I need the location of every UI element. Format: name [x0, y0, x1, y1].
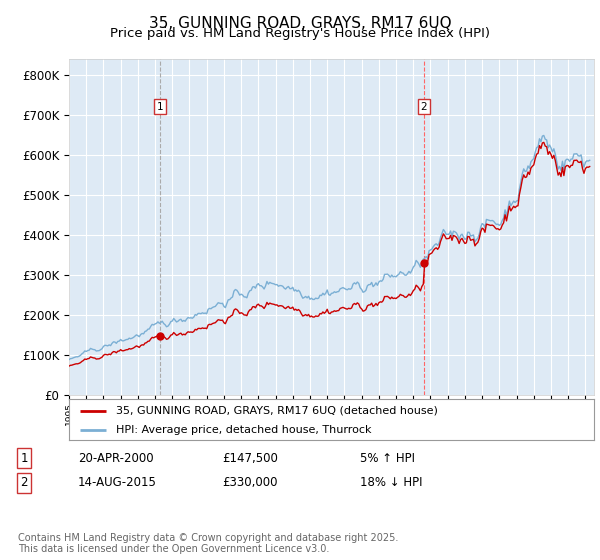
Text: 2: 2 [421, 102, 427, 112]
Text: 5% ↑ HPI: 5% ↑ HPI [360, 451, 415, 465]
Text: 35, GUNNING ROAD, GRAYS, RM17 6UQ: 35, GUNNING ROAD, GRAYS, RM17 6UQ [149, 16, 451, 31]
Text: 20-APR-2000: 20-APR-2000 [78, 451, 154, 465]
Text: Price paid vs. HM Land Registry's House Price Index (HPI): Price paid vs. HM Land Registry's House … [110, 27, 490, 40]
Text: 14-AUG-2015: 14-AUG-2015 [78, 476, 157, 489]
Text: 1: 1 [157, 102, 164, 112]
Text: 35, GUNNING ROAD, GRAYS, RM17 6UQ (detached house): 35, GUNNING ROAD, GRAYS, RM17 6UQ (detac… [116, 405, 438, 416]
Text: 18% ↓ HPI: 18% ↓ HPI [360, 476, 422, 489]
Text: 1: 1 [20, 451, 28, 465]
Text: Contains HM Land Registry data © Crown copyright and database right 2025.
This d: Contains HM Land Registry data © Crown c… [18, 533, 398, 554]
Text: £330,000: £330,000 [222, 476, 277, 489]
Text: HPI: Average price, detached house, Thurrock: HPI: Average price, detached house, Thur… [116, 424, 372, 435]
Text: £147,500: £147,500 [222, 451, 278, 465]
Text: 2: 2 [20, 476, 28, 489]
